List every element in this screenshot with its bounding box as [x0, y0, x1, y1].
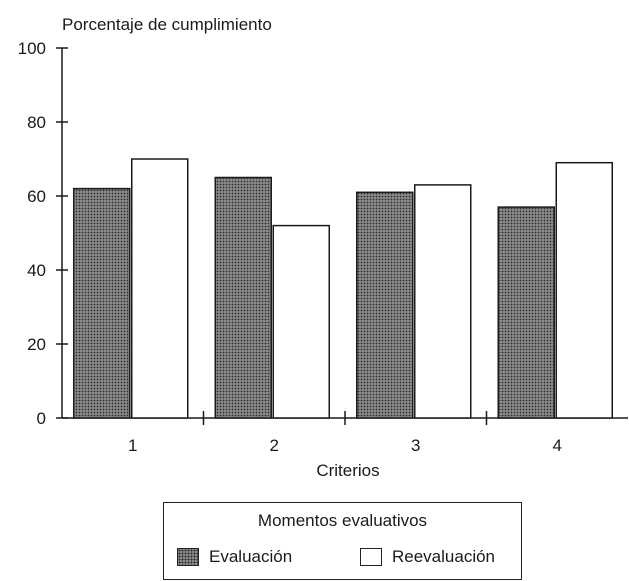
bar-evaluacion-4	[497, 206, 555, 419]
y-tick-label-80: 80	[27, 113, 46, 132]
y-tick-label-20: 20	[27, 335, 46, 354]
x-tick-label-4: 4	[553, 436, 562, 455]
legend-label-reevaluacion: Reevaluación	[392, 547, 496, 566]
x-axis-label: Criterios	[316, 461, 379, 480]
legend-label-evaluacion: Evaluación	[209, 547, 293, 566]
bar-evaluacion-1	[73, 187, 131, 419]
bar-reevaluacion-4	[555, 161, 613, 419]
legend-item-evaluacion: Evaluación	[177, 547, 292, 567]
legend-item-reevaluacion: Reevaluación	[360, 547, 495, 567]
y-tick-label-0: 0	[37, 409, 46, 428]
y-tick-label-40: 40	[27, 261, 46, 280]
legend: Momentos evaluativos Evaluación Reevalua…	[163, 502, 522, 580]
bar-reevaluacion-1	[131, 158, 189, 419]
legend-title: Momentos evaluativos	[257, 511, 428, 530]
x-tick-label-2: 2	[270, 436, 279, 455]
bar-evaluacion-3	[356, 191, 414, 419]
bar-chart: Porcentaje de cumplimiento Criterios 0 20…	[18, 15, 628, 480]
bar-evaluacion-2	[214, 176, 272, 419]
y-tick-label-60: 60	[27, 187, 46, 206]
x-tick-label-1: 1	[128, 436, 137, 455]
legend-swatch-reevaluacion	[360, 548, 382, 566]
y-axis-label: Porcentaje de cumplimiento	[62, 15, 272, 34]
legend-swatch-evaluacion	[177, 548, 199, 566]
bar-reevaluacion-2	[272, 224, 330, 419]
bar-reevaluacion-3	[414, 184, 472, 419]
y-tick-label-100: 100	[18, 39, 46, 58]
x-tick-label-3: 3	[411, 436, 420, 455]
